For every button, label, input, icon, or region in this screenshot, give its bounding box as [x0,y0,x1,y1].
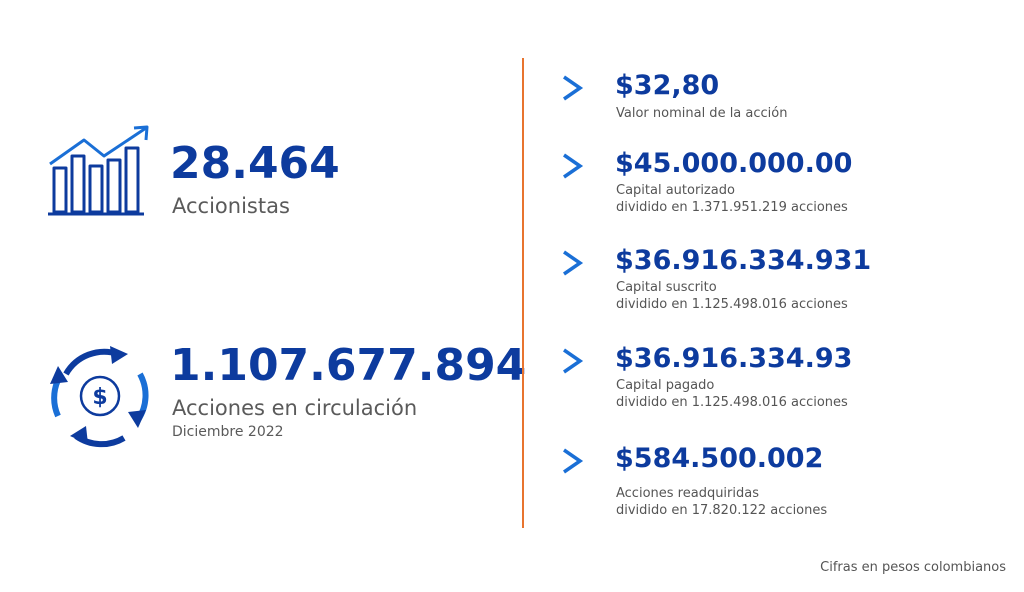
item-desc-line1: Capital autorizado [616,183,735,198]
chevron-right-icon [563,448,584,474]
item-desc-line2: dividido en 17.820.122 acciones [616,503,828,518]
item-value: $584.500.002 [615,443,824,474]
growth-chart-icon [48,125,149,216]
footnote: Cifras en pesos colombianos [820,560,1006,575]
item-desc-line2: dividido en 1.371.951.219 acciones [616,200,848,215]
chevron-right-icon [563,250,584,276]
stat-date: Diciembre 2022 [172,424,284,440]
chevron-right-icon [563,348,584,374]
item-desc-line1: Valor nominal de la acción [616,106,788,121]
chevron-right-icon [563,153,584,179]
vertical-divider [522,58,524,528]
svg-text:$: $ [92,385,107,410]
item-value: $45.000.000.00 [615,148,853,179]
item-desc-line1: Capital suscrito [616,280,717,295]
dollar-cycle-icon: $ [50,346,149,448]
item-value: $36.916.334.931 [615,245,872,276]
item-desc-line1: Capital pagado [616,378,715,393]
stat-value: 28.464 [170,138,340,189]
stat-label: Accionistas [172,194,290,218]
item-desc-line2: dividido en 1.125.498.016 acciones [616,395,848,410]
stat-value: 1.107.677.894 [170,340,527,391]
chevron-right-icon [563,75,584,101]
item-value: $32,80 [615,70,720,101]
item-desc-line1: Acciones readquiridas [616,486,759,501]
stat-label: Acciones en circulación [172,396,418,420]
item-desc-line2: dividido en 1.125.498.016 acciones [616,297,848,312]
item-value: $36.916.334.93 [615,343,853,374]
